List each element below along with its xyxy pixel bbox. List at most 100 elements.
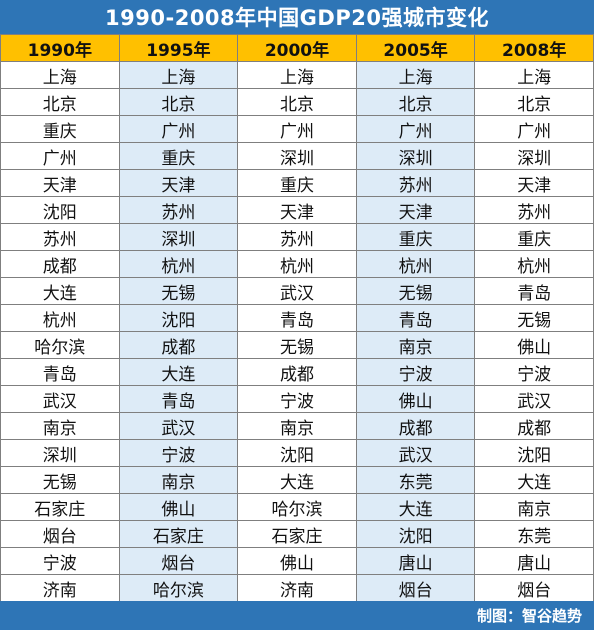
table-cell: 无锡 xyxy=(118,277,239,305)
table-row: 烟台 石家庄 石家庄 沈阳 东莞 xyxy=(0,520,594,548)
table-row: 哈尔滨 成都 无锡 南京 佛山 xyxy=(0,331,594,359)
table-row: 无锡 南京 大连 东莞 大连 xyxy=(0,466,594,494)
table-row: 青岛 大连 成都 宁波 宁波 xyxy=(0,358,594,386)
table-cell: 石家庄 xyxy=(118,520,239,548)
table-title: 1990-2008年中国GDP20强城市变化 xyxy=(0,0,594,34)
header-2008: 2008年 xyxy=(474,34,594,62)
table-cell: 杭州 xyxy=(118,250,239,278)
table-cell: 重庆 xyxy=(237,169,357,197)
gdp-city-ranking-table: 1990年 1995年 2000年 2005年 2008年 上海 上海 上海 上海 上海… xyxy=(0,34,594,602)
table-cell: 宁波 xyxy=(0,547,120,575)
table-cell: 武汉 xyxy=(355,439,476,467)
table-cell: 宁波 xyxy=(355,358,476,386)
table-cell: 广州 xyxy=(0,142,120,170)
table-cell: 大连 xyxy=(474,466,594,494)
table-cell: 佛山 xyxy=(474,331,594,359)
table-row: 成都 杭州 杭州 杭州 杭州 xyxy=(0,250,594,278)
table-cell: 沈阳 xyxy=(474,439,594,467)
table-cell: 苏州 xyxy=(118,196,239,224)
table-cell: 无锡 xyxy=(474,304,594,332)
table-cell: 沈阳 xyxy=(355,520,476,548)
table-body: 上海 上海 上海 上海 上海 北京 北京 北京 北京 北京 重庆 广州 广州 广州 广州 广州 重庆 深圳 深圳 深圳… xyxy=(0,61,594,602)
table-cell: 重庆 xyxy=(0,115,120,143)
table-row: 大连 无锡 武汉 无锡 青岛 xyxy=(0,277,594,305)
table-cell: 北京 xyxy=(0,88,120,116)
header-1990: 1990年 xyxy=(0,34,120,62)
table-cell: 北京 xyxy=(237,88,357,116)
table-cell: 无锡 xyxy=(0,466,120,494)
table-cell: 成都 xyxy=(118,331,239,359)
table-cell: 唐山 xyxy=(474,547,594,575)
table-cell: 沈阳 xyxy=(118,304,239,332)
table-cell: 青岛 xyxy=(0,358,120,386)
table-cell: 佛山 xyxy=(355,385,476,413)
table-cell: 武汉 xyxy=(237,277,357,305)
table-cell: 天津 xyxy=(0,169,120,197)
table-cell: 广州 xyxy=(237,115,357,143)
table-row: 沈阳 苏州 天津 天津 苏州 xyxy=(0,196,594,224)
table-row: 广州 重庆 深圳 深圳 深圳 xyxy=(0,142,594,170)
table-cell: 宁波 xyxy=(118,439,239,467)
table-cell: 青岛 xyxy=(355,304,476,332)
table-cell: 哈尔滨 xyxy=(118,574,239,602)
table-cell: 烟台 xyxy=(474,574,594,602)
table-row: 天津 天津 重庆 苏州 天津 xyxy=(0,169,594,197)
table-cell: 广州 xyxy=(474,115,594,143)
table-cell: 青岛 xyxy=(118,385,239,413)
table-row: 上海 上海 上海 上海 上海 xyxy=(0,61,594,89)
table-cell: 北京 xyxy=(355,88,476,116)
table-cell: 唐山 xyxy=(355,547,476,575)
table-row: 济南 哈尔滨 济南 烟台 烟台 xyxy=(0,574,594,602)
table-cell: 东莞 xyxy=(355,466,476,494)
table-cell: 大连 xyxy=(355,493,476,521)
table-cell: 石家庄 xyxy=(237,520,357,548)
table-row: 石家庄 佛山 哈尔滨 大连 南京 xyxy=(0,493,594,521)
table-cell: 上海 xyxy=(237,61,357,89)
table-cell: 上海 xyxy=(118,61,239,89)
table-cell: 苏州 xyxy=(0,223,120,251)
table-cell: 宁波 xyxy=(237,385,357,413)
table-row: 宁波 烟台 佛山 唐山 唐山 xyxy=(0,547,594,575)
table-cell: 深圳 xyxy=(355,142,476,170)
table-cell: 杭州 xyxy=(237,250,357,278)
table-cell: 大连 xyxy=(237,466,357,494)
table-cell: 天津 xyxy=(474,169,594,197)
table-cell: 烟台 xyxy=(118,547,239,575)
table-cell: 南京 xyxy=(118,466,239,494)
table-cell: 上海 xyxy=(474,61,594,89)
table-cell: 武汉 xyxy=(118,412,239,440)
table-cell: 天津 xyxy=(237,196,357,224)
table-cell: 沈阳 xyxy=(237,439,357,467)
table-row: 武汉 青岛 宁波 佛山 武汉 xyxy=(0,385,594,413)
table-cell: 烟台 xyxy=(355,574,476,602)
header-row: 1990年 1995年 2000年 2005年 2008年 xyxy=(0,34,594,62)
table-row: 重庆 广州 广州 广州 广州 xyxy=(0,115,594,143)
header-2005: 2005年 xyxy=(355,34,476,62)
table-cell: 东莞 xyxy=(474,520,594,548)
table-row: 杭州 沈阳 青岛 青岛 无锡 xyxy=(0,304,594,332)
table-cell: 青岛 xyxy=(237,304,357,332)
table-cell: 武汉 xyxy=(0,385,120,413)
table-cell: 南京 xyxy=(474,493,594,521)
table-cell: 武汉 xyxy=(474,385,594,413)
table-cell: 烟台 xyxy=(0,520,120,548)
table-cell: 哈尔滨 xyxy=(0,331,120,359)
table-cell: 广州 xyxy=(355,115,476,143)
table-cell: 苏州 xyxy=(237,223,357,251)
table-cell: 深圳 xyxy=(237,142,357,170)
table-cell: 深圳 xyxy=(118,223,239,251)
table-cell: 南京 xyxy=(355,331,476,359)
table-cell: 上海 xyxy=(0,61,120,89)
table-cell: 佛山 xyxy=(237,547,357,575)
table-cell: 南京 xyxy=(0,412,120,440)
table-cell: 宁波 xyxy=(474,358,594,386)
table-cell: 重庆 xyxy=(355,223,476,251)
table-cell: 成都 xyxy=(355,412,476,440)
table-cell: 苏州 xyxy=(355,169,476,197)
table-row: 北京 北京 北京 北京 北京 xyxy=(0,88,594,116)
footer-credit: 制图：智谷趋势 xyxy=(0,601,594,630)
table-cell: 大连 xyxy=(0,277,120,305)
table-cell: 杭州 xyxy=(474,250,594,278)
table-cell: 南京 xyxy=(237,412,357,440)
